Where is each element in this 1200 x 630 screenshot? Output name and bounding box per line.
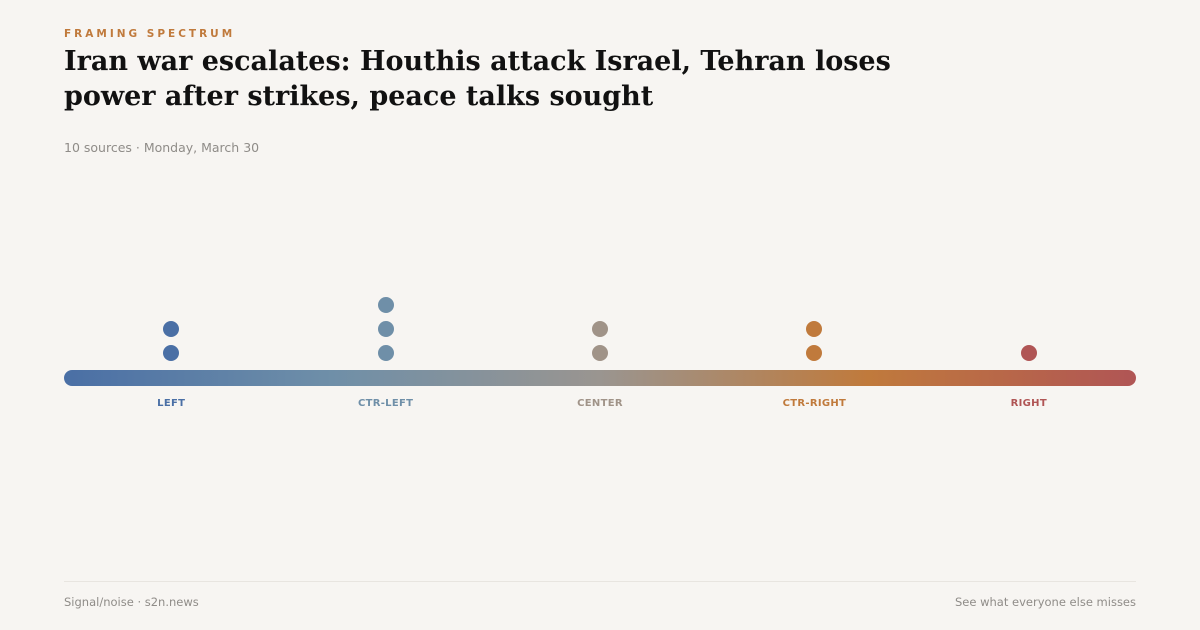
source-dot-ctr-right	[806, 321, 823, 337]
spectrum-bar	[64, 370, 1136, 386]
footer-brand: Signal/noise · s2n.news	[64, 595, 199, 609]
footer-divider	[64, 581, 1136, 582]
spectrum-label-center: CENTER	[577, 398, 623, 409]
source-dot-ctr-left	[377, 321, 394, 337]
headline: Iran war escalates: Houthis attack Israe…	[64, 46, 891, 112]
spectrum-label-right: RIGHT	[1010, 398, 1047, 409]
source-meta: 10 sources · Monday, March 30	[64, 140, 260, 155]
spectrum-label-ctr-right: CTR-RIGHT	[782, 398, 847, 409]
kicker-label: FRAMING SPECTRUM	[64, 28, 236, 40]
source-dot-left	[163, 321, 180, 337]
footer-tagline: See what everyone else misses	[955, 595, 1136, 609]
source-dot-center	[592, 345, 608, 361]
source-dot-ctr-left	[377, 297, 394, 313]
spectrum-label-ctr-left: CTR-LEFT	[357, 398, 414, 409]
source-dot-center	[592, 321, 608, 337]
source-dot-right	[1020, 345, 1037, 361]
spectrum-label-left: LEFT	[157, 398, 186, 409]
source-dot-left	[163, 345, 180, 361]
source-dot-ctr-left	[377, 345, 394, 361]
source-dot-ctr-right	[806, 345, 823, 361]
